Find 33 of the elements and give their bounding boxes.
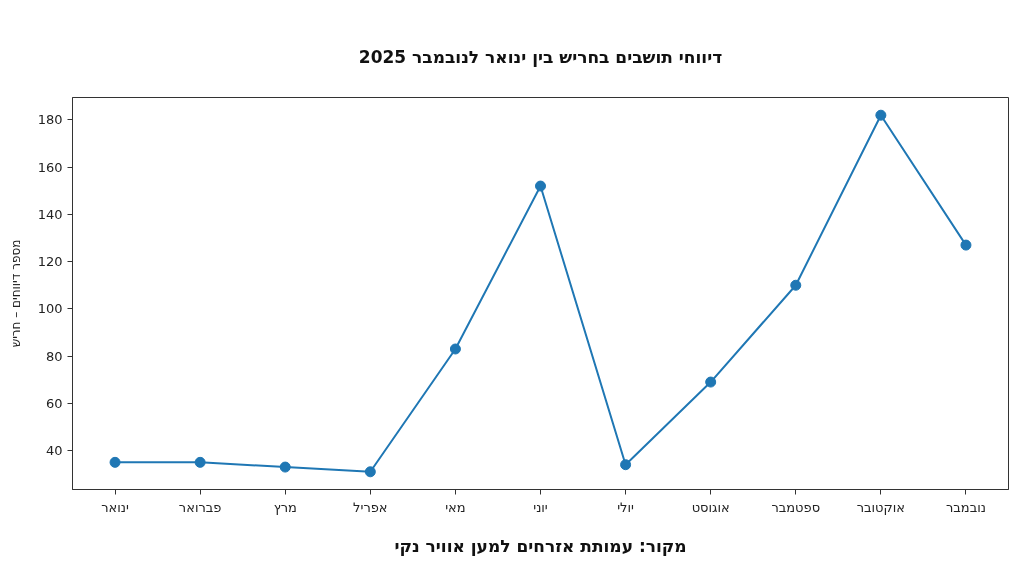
y-tick-label: 80 <box>45 348 63 364</box>
x-tick-label: מרץ <box>273 499 297 515</box>
point <box>194 456 206 468</box>
x-tick-label: אוגוסט <box>691 499 730 515</box>
y-tick-label: 120 <box>37 254 63 270</box>
text: מקור: עמותת אזרחים למען אוויר נקי <box>394 535 687 556</box>
y-tick-label: 60 <box>45 395 63 411</box>
point <box>449 343 461 355</box>
point <box>364 466 376 478</box>
x-tick-label: אוקטובר <box>856 499 905 515</box>
x-tick-label: מאי <box>445 499 466 515</box>
x-tick-label: יולי <box>617 499 635 515</box>
point <box>279 461 291 473</box>
x-tick-label: אפריל <box>353 499 388 515</box>
y-tick-label: 140 <box>37 206 63 222</box>
y-tick-label: 100 <box>37 301 63 317</box>
point <box>535 180 546 192</box>
chart-title: דיווחי תושבים בחריש בין ינואר לנובמבר 2025 <box>358 46 723 67</box>
x-tick-label: נובמבר <box>945 499 986 515</box>
point <box>705 376 717 388</box>
point <box>960 239 972 251</box>
point <box>620 459 632 471</box>
point <box>875 109 887 121</box>
x-tick-label: ינואר <box>101 499 129 515</box>
point <box>790 279 802 291</box>
y-axis-title: מספר דיווחים – חריש <box>8 239 23 348</box>
x-tick-label: ספטמבר <box>771 499 821 515</box>
y-tick-label: 160 <box>37 159 63 175</box>
point <box>109 456 121 468</box>
y-tick-label: 40 <box>45 443 63 459</box>
x-tick-label: יוני <box>533 499 548 515</box>
x-tick-label: פברואר <box>178 499 222 515</box>
y-tick-label: 180 <box>37 112 63 128</box>
